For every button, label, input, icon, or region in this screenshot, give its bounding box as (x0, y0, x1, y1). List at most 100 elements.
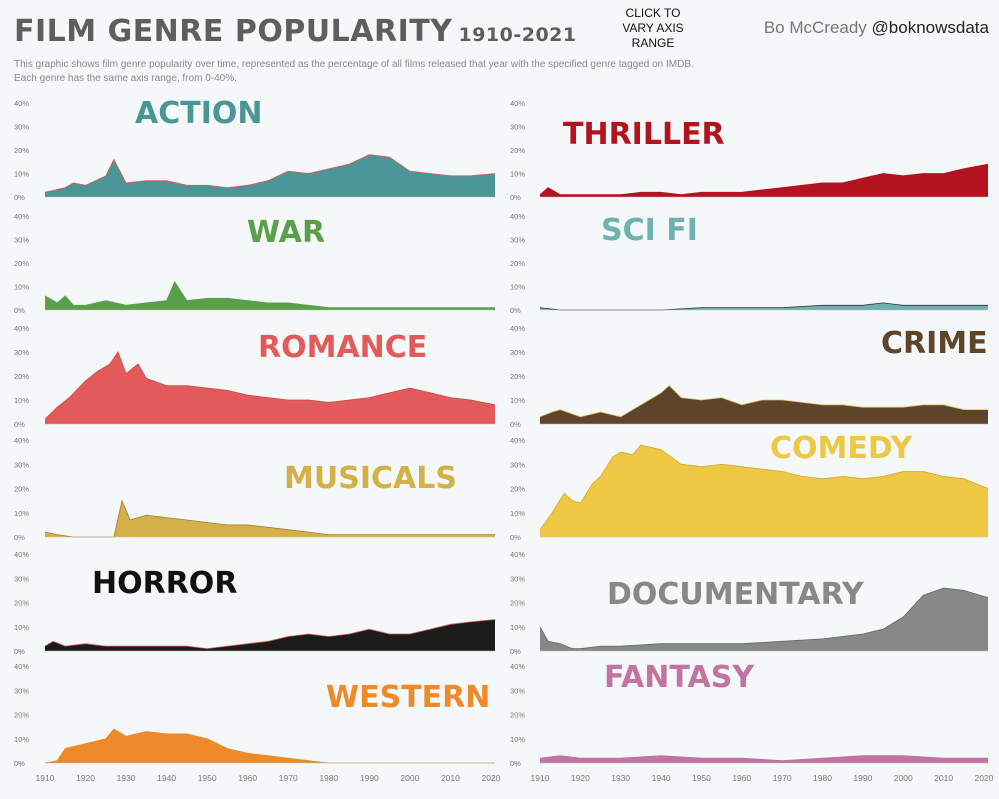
y-tick-label: 10% (14, 735, 29, 744)
y-tick-label: 20% (14, 146, 29, 155)
y-tick-label: 30% (14, 348, 29, 357)
y-tick-label: 10% (510, 735, 525, 744)
line-documentary (539, 587, 989, 649)
x-tick-label: 2000 (400, 773, 419, 783)
y-tick-label: 40% (510, 324, 525, 333)
y-tick-label: 20% (510, 259, 525, 268)
line-crime (539, 385, 988, 418)
genre-label-documentary: DOCUMENTARY (607, 577, 864, 612)
y-tick-label: 0% (14, 759, 25, 768)
genre-label-horror: HORROR (92, 566, 238, 601)
x-tick-label: 1920 (571, 773, 590, 783)
area-thriller (540, 164, 988, 197)
x-tick-label: 2010 (441, 773, 460, 783)
y-tick-label: 0% (510, 306, 521, 315)
panel-sci-fi: 0% 10% 20% 30% 40% (510, 212, 988, 315)
y-tick-label: 30% (510, 686, 525, 695)
x-tick-label: 2010 (934, 773, 953, 783)
y-tick-label: 30% (510, 236, 525, 245)
panel-horror: 0% 10% 20% 30% 40% (14, 550, 496, 656)
genre-label-western: WESTERN (326, 680, 491, 715)
page-title: FILM GENRE POPULARITY 1910-2021 (14, 14, 577, 49)
y-tick-label: 10% (510, 283, 525, 292)
y-tick-label: 20% (510, 372, 525, 381)
y-tick-label: 0% (14, 533, 25, 542)
y-tick-label: 40% (510, 662, 525, 671)
panel-thriller: 0% 10% 20% 30% 40% (510, 99, 989, 202)
x-tick-label: 1940 (157, 773, 176, 783)
x-tick-label: 1970 (279, 773, 298, 783)
y-tick-label: 0% (510, 533, 521, 542)
y-tick-label: 40% (14, 99, 29, 108)
line-romance (44, 351, 496, 420)
y-tick-label: 20% (510, 146, 525, 155)
area-sci-fi (540, 302, 988, 310)
area-documentary (540, 588, 988, 651)
author-handle[interactable]: @boknowsdata (871, 18, 989, 37)
vary-axis-range-button[interactable]: CLICK TO VARY AXIS RANGE (622, 6, 684, 50)
y-tick-label: 10% (14, 623, 29, 632)
area-western (45, 729, 495, 763)
genre-label-sci-fi: SCI FI (601, 213, 698, 248)
y-tick-label: 40% (14, 662, 29, 671)
y-tick-label: 20% (14, 599, 29, 608)
area-comedy (540, 444, 988, 537)
y-tick-label: 20% (510, 485, 525, 494)
y-tick-label: 30% (510, 123, 525, 132)
line-war (44, 280, 495, 308)
area-war (45, 281, 495, 310)
x-tick-label: 1960 (238, 773, 257, 783)
panel-fantasy: 0% 10% 20% 30% 40% (510, 662, 988, 768)
genre-label-fantasy: FANTASY (604, 660, 755, 695)
subtitle-line-1: This graphic shows film genre popularity… (14, 59, 694, 70)
y-tick-label: 30% (14, 686, 29, 695)
line-action (44, 154, 496, 193)
x-tick-label: 1950 (198, 773, 217, 783)
line-horror (44, 619, 496, 650)
x-tick-label: 1940 (652, 773, 671, 783)
panel-comedy: 0% 10% 20% 30% 40% (510, 436, 989, 542)
y-tick-label: 30% (14, 460, 29, 469)
y-tick-label: 30% (510, 460, 525, 469)
panel-romance: 0% 10% 20% 30% 40% (14, 324, 496, 429)
genre-label-thriller: THRILLER (563, 117, 725, 152)
y-tick-label: 10% (14, 396, 29, 405)
x-tick-label: 1970 (773, 773, 792, 783)
x-tick-label: 1980 (319, 773, 338, 783)
x-tick-label: 1920 (76, 773, 95, 783)
x-tick-label: 1930 (611, 773, 630, 783)
y-tick-label: 10% (510, 396, 525, 405)
y-tick-label: 0% (14, 306, 25, 315)
x-tick-label: 1960 (732, 773, 751, 783)
y-tick-label: 30% (14, 236, 29, 245)
y-tick-label: 40% (14, 436, 29, 445)
area-horror (45, 619, 495, 651)
x-tick-label: 1910 (36, 773, 55, 783)
y-tick-label: 10% (510, 170, 525, 179)
y-tick-label: 20% (14, 711, 29, 720)
area-musicals (45, 500, 495, 537)
y-tick-label: 20% (510, 599, 525, 608)
subtitle-line-2: Each genre has the same axis range, from… (14, 73, 237, 84)
y-tick-label: 30% (510, 574, 525, 583)
panel-documentary: 0% 10% 20% 30% 40% (510, 550, 989, 656)
byline: Bo McCready @boknowsdata (764, 18, 989, 38)
y-tick-label: 10% (510, 509, 525, 518)
y-tick-label: 40% (510, 436, 525, 445)
y-tick-label: 40% (14, 550, 29, 559)
y-tick-label: 0% (510, 193, 521, 202)
y-tick-label: 0% (14, 420, 25, 429)
area-romance (45, 352, 495, 424)
y-tick-label: 30% (14, 123, 29, 132)
x-tick-label: 1930 (117, 773, 136, 783)
y-tick-label: 0% (14, 647, 25, 656)
x-tick-label: 2000 (894, 773, 913, 783)
area-fantasy (540, 755, 988, 763)
area-action (45, 154, 495, 197)
y-tick-label: 30% (14, 574, 29, 583)
author-name: Bo McCready (763, 18, 867, 37)
y-tick-label: 10% (14, 509, 29, 518)
y-tick-label: 20% (510, 711, 525, 720)
x-tick-label: 1980 (813, 773, 832, 783)
